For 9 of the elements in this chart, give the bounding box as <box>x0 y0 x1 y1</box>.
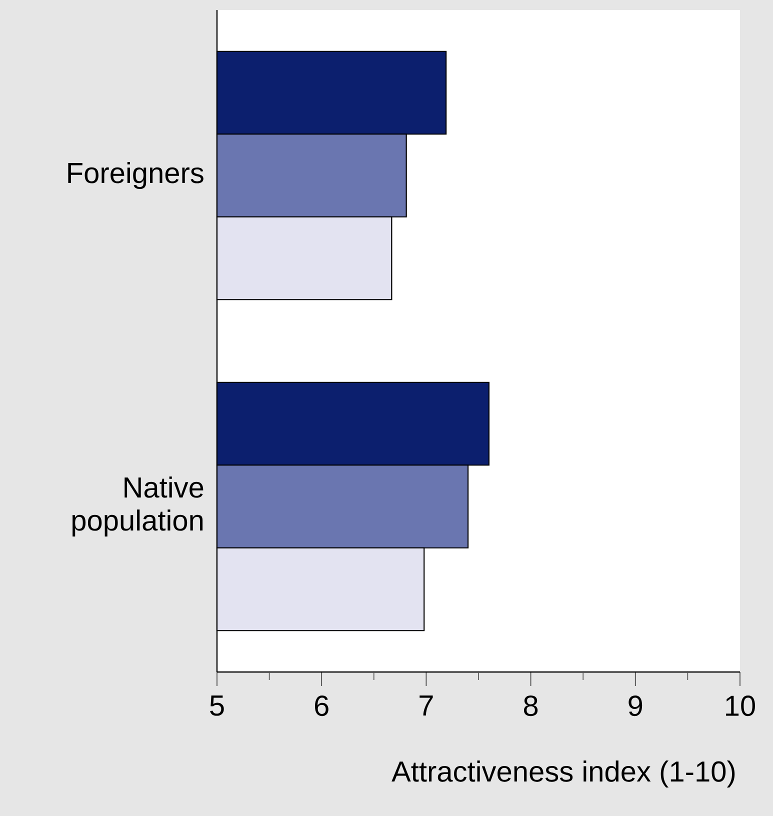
x-tick-label: 10 <box>726 696 755 716</box>
x-tick-label: 5 <box>210 696 224 716</box>
x-tick-label: 7 <box>420 696 433 716</box>
x-axis-title: Attractiveness index (1-10) <box>392 760 735 788</box>
x-tick-label: 9 <box>628 696 642 716</box>
y-tick-label: Foreigners <box>68 162 204 190</box>
x-tick-label: 6 <box>315 696 328 716</box>
y-tick-label: Native population <box>72 476 204 537</box>
x-tick-label: 8 <box>524 696 538 716</box>
